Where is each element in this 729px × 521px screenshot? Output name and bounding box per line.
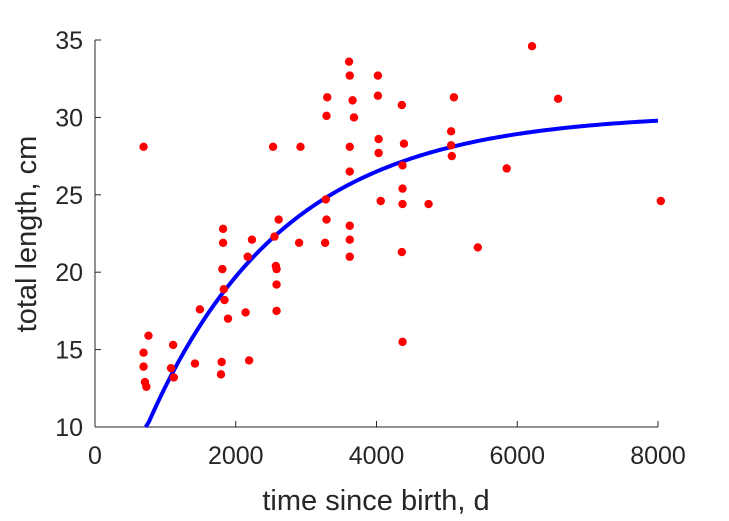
y-axis-label: total length, cm — [11, 136, 43, 333]
data-point — [168, 340, 178, 350]
data-point — [449, 93, 459, 102]
data-point — [345, 142, 354, 152]
data-point — [243, 252, 252, 261]
x-tick-label: 0 — [88, 442, 102, 470]
data-point — [296, 142, 305, 152]
data-point — [195, 305, 205, 314]
data-point — [345, 221, 354, 230]
data-point — [349, 113, 359, 122]
data-point — [527, 41, 537, 51]
data-point — [502, 164, 511, 173]
data-point — [244, 356, 254, 365]
data-point — [348, 96, 357, 105]
data-point — [322, 215, 331, 224]
data-point — [345, 167, 354, 176]
data-point — [218, 238, 228, 247]
data-point — [139, 142, 148, 152]
y-tick-label: 35 — [55, 27, 83, 55]
data-point — [142, 382, 151, 391]
data-point — [374, 148, 383, 158]
data-point — [398, 337, 407, 347]
data-point — [323, 93, 332, 102]
data-point — [139, 362, 148, 371]
data-point — [553, 94, 563, 104]
data-point — [219, 285, 228, 294]
y-tick-label: 20 — [55, 259, 83, 287]
data-point — [144, 331, 153, 340]
data-point — [272, 306, 281, 316]
data-point — [190, 359, 200, 368]
data-point — [447, 151, 457, 161]
data-point — [344, 57, 354, 66]
y-tick-label: 30 — [55, 104, 83, 132]
data-point — [397, 247, 407, 257]
data-point — [374, 134, 383, 144]
data-point — [218, 224, 228, 234]
data-point — [272, 264, 281, 274]
x-tick-label: 6000 — [489, 442, 545, 470]
data-point — [270, 232, 279, 241]
y-tick-label: 25 — [55, 182, 83, 210]
x-tick-label: 8000 — [630, 442, 686, 470]
data-point — [656, 196, 666, 206]
data-point — [274, 215, 283, 224]
data-point — [322, 111, 331, 121]
data-points — [139, 41, 666, 391]
data-point — [241, 308, 250, 317]
x-axis-label: time since birth, d — [262, 485, 489, 517]
data-point — [223, 314, 233, 323]
y-tick-label: 10 — [55, 414, 83, 442]
data-point — [373, 71, 383, 80]
y-ticks: 10 15 20 25 30 35 — [55, 27, 101, 442]
data-point — [446, 141, 456, 150]
data-point — [424, 199, 433, 209]
data-point — [373, 91, 383, 100]
data-point — [320, 238, 330, 247]
data-point — [376, 196, 385, 206]
data-point — [345, 252, 354, 261]
x-tick-label: 2000 — [208, 442, 264, 470]
data-point — [166, 363, 176, 373]
x-tick-label: 4000 — [349, 442, 405, 470]
data-point — [139, 348, 148, 357]
x-ticks: 0 2000 4000 6000 8000 — [88, 421, 686, 470]
data-point — [398, 161, 407, 170]
data-point — [397, 100, 407, 110]
y-tick-label: 15 — [55, 337, 83, 365]
data-point — [216, 370, 226, 379]
data-point — [345, 71, 354, 80]
axes: 0 2000 4000 6000 8000 10 15 20 25 30 35 — [55, 27, 686, 470]
data-point — [294, 238, 304, 247]
data-point — [220, 295, 229, 305]
data-point — [268, 142, 278, 152]
data-point — [321, 195, 331, 204]
data-point — [169, 373, 179, 382]
data-point — [272, 280, 281, 289]
data-point — [218, 264, 227, 274]
data-point — [399, 139, 409, 148]
data-point — [398, 199, 407, 209]
data-point — [217, 357, 226, 367]
data-point — [473, 243, 483, 252]
data-point — [398, 184, 407, 193]
data-point — [345, 235, 354, 244]
data-point — [247, 235, 257, 244]
data-point — [446, 127, 456, 136]
